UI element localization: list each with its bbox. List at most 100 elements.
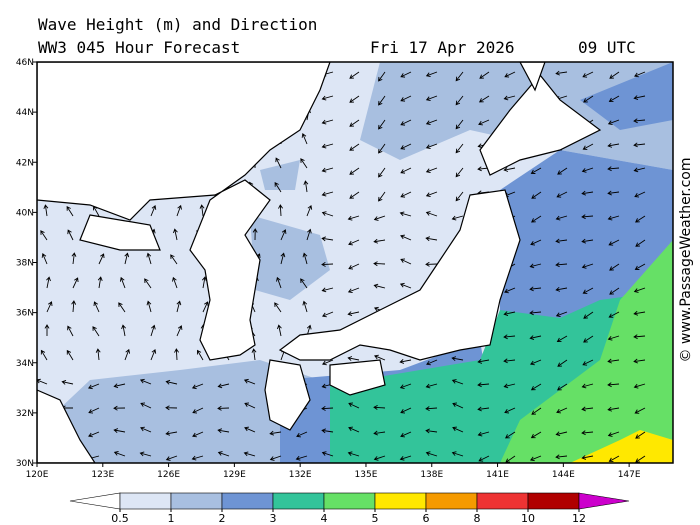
arrow [278, 204, 283, 217]
arrow [582, 71, 594, 78]
arrow [41, 253, 48, 265]
colorbar-label: 0.5 [111, 512, 129, 525]
arrow [452, 402, 464, 409]
arrow [529, 286, 542, 292]
arrow [452, 426, 464, 433]
arrow [425, 261, 438, 267]
arrow [302, 252, 308, 265]
arrow [269, 455, 282, 461]
land [37, 62, 602, 463]
arrow [322, 311, 334, 318]
arrow [581, 214, 594, 220]
arrow [146, 300, 152, 313]
colorbar-under [69, 492, 121, 510]
arrow [529, 335, 542, 341]
credit: © www.PassageWeather.com [678, 157, 694, 362]
arrow [373, 238, 386, 244]
arrow [321, 167, 334, 173]
arrow [321, 428, 334, 434]
arrow [280, 229, 287, 241]
arrow [400, 407, 412, 414]
arrow [173, 228, 178, 241]
arrow [71, 252, 77, 265]
arrow [176, 204, 182, 217]
arrow [251, 348, 257, 361]
arrow [276, 276, 282, 289]
arrow [347, 451, 360, 457]
arrow [321, 287, 334, 293]
arrow [633, 167, 646, 173]
arrow [504, 71, 516, 78]
arrow [321, 261, 334, 267]
arrow [555, 286, 568, 292]
x-tick-label: 138E [420, 470, 443, 480]
arrow [243, 378, 256, 385]
arrow [321, 451, 334, 457]
arrow [425, 71, 438, 78]
arrow [608, 455, 620, 462]
arrow [581, 263, 594, 269]
arrow [530, 359, 542, 366]
arrow [425, 167, 438, 174]
arrow [425, 406, 438, 412]
arrow [378, 167, 386, 178]
arrow [217, 451, 230, 457]
colorbar-label: 2 [219, 512, 226, 525]
arrow [425, 211, 438, 217]
arrow [165, 379, 178, 385]
arrow [347, 311, 360, 316]
arrow [196, 349, 204, 361]
arrow [192, 431, 204, 438]
arrow [581, 238, 594, 244]
arrow [399, 282, 412, 289]
arrow [347, 215, 360, 221]
arrow [530, 431, 542, 439]
arrow [504, 407, 516, 414]
arrow [400, 191, 412, 198]
colorbar-label: 3 [270, 512, 277, 525]
arrow [455, 119, 464, 130]
arrow [399, 211, 412, 217]
arrow [479, 71, 490, 79]
arrow [373, 430, 386, 436]
x-tick-label: 135E [355, 470, 378, 480]
arrow [72, 277, 79, 289]
arrow [400, 234, 412, 241]
arrow [300, 278, 308, 289]
arrow [530, 167, 542, 174]
arrow [378, 71, 386, 82]
arrow [378, 191, 386, 202]
arrow [275, 157, 282, 169]
arrow [555, 70, 568, 76]
arrow [40, 349, 48, 361]
colorbar-segment [425, 492, 478, 510]
colorbar-segment [170, 492, 223, 510]
arrow [244, 402, 256, 409]
arrow [451, 379, 464, 385]
arrow [373, 405, 386, 410]
arrow [378, 95, 386, 106]
arrow [88, 407, 100, 414]
arrow [531, 191, 542, 199]
arrow [583, 311, 594, 319]
arrow [348, 263, 360, 270]
arrow [582, 287, 594, 294]
arrow [634, 407, 646, 414]
arrow [633, 95, 646, 101]
arrow [503, 167, 516, 172]
colorbar-segment [476, 492, 529, 510]
arrow [633, 310, 646, 316]
arrow [373, 261, 386, 267]
arrow [150, 205, 157, 217]
arrow [46, 301, 53, 313]
arrow [66, 349, 74, 361]
arrow [301, 133, 308, 145]
arrow [455, 167, 464, 178]
arrow [374, 354, 386, 361]
arrow [633, 334, 646, 340]
arrow [555, 431, 568, 437]
arrow [373, 455, 386, 461]
arrow [67, 325, 74, 337]
title: Wave Height (m) and Direction [38, 15, 317, 34]
